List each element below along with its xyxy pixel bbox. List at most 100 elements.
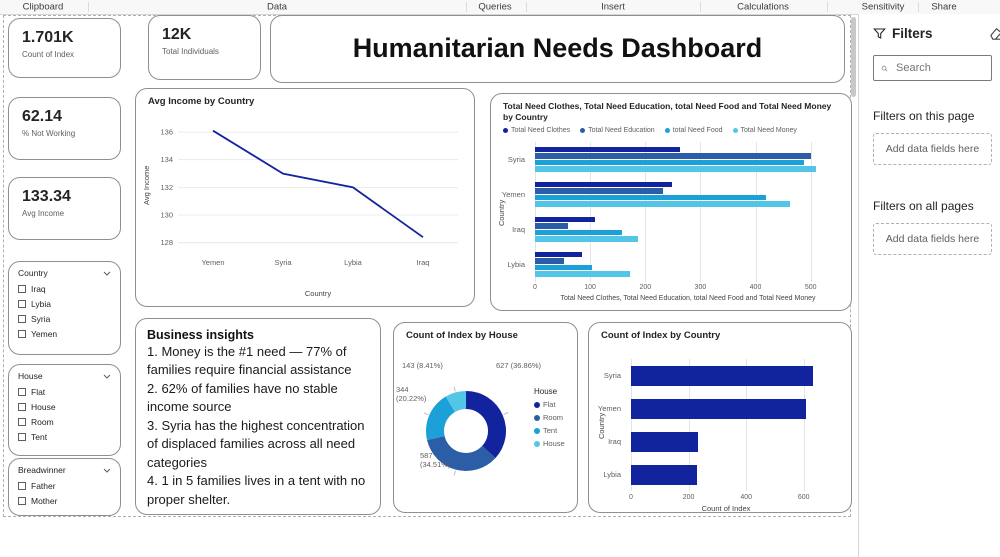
dropzone-this-page[interactable]: Add data fields here bbox=[873, 133, 992, 165]
checkbox-icon[interactable] bbox=[18, 432, 26, 441]
slicer-header[interactable]: Breadwinner bbox=[9, 459, 120, 478]
dashboard-title-card[interactable]: Humanitarian Needs Dashboard bbox=[270, 15, 845, 83]
ribbon-tab-sensitivity[interactable]: Sensitivity bbox=[861, 1, 905, 13]
ribbon-tab-queries[interactable]: Queries bbox=[478, 1, 512, 13]
ribbon-tab-calculations[interactable]: Calculations bbox=[737, 1, 789, 13]
slicer-item-tent[interactable]: Tent bbox=[9, 429, 120, 444]
slicer-item-syria[interactable]: Syria bbox=[9, 311, 120, 326]
checkbox-icon[interactable] bbox=[18, 387, 26, 396]
bar-chart-plot[interactable] bbox=[631, 359, 821, 491]
kpi-card-percent-not-working[interactable]: 62.14 % Not Working bbox=[8, 97, 121, 160]
bar-iraq-series-1[interactable] bbox=[535, 223, 569, 229]
category-label: Iraq bbox=[512, 225, 525, 234]
chevron-down-icon[interactable] bbox=[103, 468, 111, 473]
checkbox-icon[interactable] bbox=[18, 481, 26, 490]
legend-item-flat[interactable]: Flat bbox=[534, 400, 565, 409]
legend-item-tent[interactable]: Tent bbox=[534, 426, 565, 435]
bar-yemen-series-2[interactable] bbox=[535, 194, 766, 201]
slicer-header[interactable]: House bbox=[9, 365, 120, 384]
gridline bbox=[688, 359, 690, 491]
kpi-card-count-of-index[interactable]: 1.701K Count of Index bbox=[8, 18, 121, 78]
line-chart-avg-income-by-country[interactable]: Avg Income by Country Avg Income 128 130 1… bbox=[135, 88, 475, 307]
bar-lybia[interactable] bbox=[631, 464, 698, 485]
ribbon-tab-share[interactable]: Share bbox=[931, 1, 957, 13]
donut-slice-room[interactable] bbox=[427, 435, 496, 472]
donut-data-label: 627 (36.86%) bbox=[496, 361, 542, 370]
bar-lybia-series-0[interactable] bbox=[535, 251, 583, 257]
donut-slice-house[interactable] bbox=[445, 391, 466, 412]
checkbox-icon[interactable] bbox=[18, 417, 26, 426]
chevron-down-icon[interactable] bbox=[103, 374, 111, 379]
bar-chart-count-by-country[interactable]: Count of Index by Country Country Syria Y… bbox=[588, 322, 852, 513]
slicer-item-flat[interactable]: Flat bbox=[9, 384, 120, 399]
checkbox-icon[interactable] bbox=[18, 314, 26, 323]
kpi-card-avg-income[interactable]: 133.34 Avg Income bbox=[8, 177, 121, 240]
bar-iraq-series-0[interactable] bbox=[535, 216, 595, 222]
slicer-breadwinner[interactable]: Breadwinner Father Mother bbox=[8, 458, 121, 516]
search-input[interactable] bbox=[894, 61, 984, 75]
slicer-item-mother[interactable]: Mother bbox=[9, 493, 120, 508]
slicer-item-house[interactable]: House bbox=[9, 399, 120, 414]
donut-chart-count-by-house[interactable]: Count of Index by House 627 (36.86%) 587… bbox=[393, 322, 578, 513]
donut-plot[interactable] bbox=[406, 371, 526, 491]
legend-item[interactable]: Total Need Money bbox=[732, 127, 797, 134]
business-insights-textbox[interactable]: Business insights 1. Money is the #1 nee… bbox=[135, 318, 381, 515]
ribbon-tab-insert[interactable]: Insert bbox=[601, 1, 625, 13]
legend-title: House bbox=[534, 387, 558, 396]
bar-syria-series-2[interactable] bbox=[535, 159, 805, 166]
dropzone-all-pages[interactable]: Add data fields here bbox=[873, 223, 992, 255]
slicer-item-iraq[interactable]: Iraq bbox=[9, 281, 120, 296]
checkbox-icon[interactable] bbox=[18, 284, 26, 293]
line-chart-plot[interactable]: 128 130 132 134 136 Yemen Syria Lybia Iraq bbox=[146, 113, 466, 277]
legend-item-room[interactable]: Room bbox=[534, 413, 565, 422]
bar-lybia-series-1[interactable] bbox=[535, 258, 564, 264]
bar-yemen-series-0[interactable] bbox=[535, 181, 673, 187]
eraser-icon[interactable] bbox=[989, 26, 1000, 41]
legend-item[interactable]: total Need Food bbox=[664, 127, 723, 134]
gridline bbox=[700, 142, 702, 282]
bar-yemen-series-3[interactable] bbox=[535, 201, 790, 207]
checkbox-icon[interactable] bbox=[18, 329, 26, 338]
svg-text:Iraq: Iraq bbox=[417, 258, 430, 267]
bar-iraq-series-2[interactable] bbox=[535, 229, 623, 236]
ribbon-tab-clipboard[interactable]: Clipboard bbox=[22, 1, 64, 13]
bar-yemen[interactable] bbox=[631, 398, 806, 419]
legend-item[interactable]: Total Need Education bbox=[580, 127, 655, 134]
donut-data-label: 344 (20.22%) bbox=[396, 385, 427, 404]
bar-syria-series-0[interactable] bbox=[535, 146, 680, 152]
slicer-header[interactable]: Country bbox=[9, 262, 120, 281]
bar-chart-plot[interactable] bbox=[535, 142, 841, 282]
slicer-country[interactable]: Country Iraq Lybia Syria Yemen bbox=[8, 261, 121, 355]
ribbon-tab-data[interactable]: Data bbox=[266, 1, 288, 13]
category-label: Lybia bbox=[603, 470, 621, 479]
x-tick-label: 0 bbox=[533, 284, 537, 291]
slicer-item-lybia[interactable]: Lybia bbox=[9, 296, 120, 311]
legend-item-house[interactable]: House bbox=[534, 439, 565, 448]
bar-iraq-series-3[interactable] bbox=[535, 236, 638, 242]
canvas-scrollbar[interactable] bbox=[851, 17, 856, 97]
bar-iraq[interactable] bbox=[631, 431, 698, 452]
bar-syria-series-1[interactable] bbox=[535, 153, 811, 159]
checkbox-icon[interactable] bbox=[18, 299, 26, 308]
bar-lybia-series-2[interactable] bbox=[535, 264, 593, 271]
checkbox-icon[interactable] bbox=[18, 402, 26, 411]
bar-yemen-series-1[interactable] bbox=[535, 188, 663, 194]
legend-item[interactable]: Total Need Clothes bbox=[503, 127, 570, 134]
slicer-item-yemen[interactable]: Yemen bbox=[9, 326, 120, 341]
slicer-item-father[interactable]: Father bbox=[9, 478, 120, 493]
filters-search-box[interactable] bbox=[873, 55, 992, 81]
legend-dot-icon bbox=[534, 414, 540, 421]
clustered-bar-chart-needs-by-country[interactable]: Total Need Clothes, Total Need Education… bbox=[490, 93, 852, 311]
kpi-card-total-individuals[interactable]: 12K Total Individuals bbox=[148, 15, 261, 80]
bar-syria[interactable] bbox=[631, 365, 814, 386]
donut-slice-flat[interactable] bbox=[466, 391, 507, 459]
kpi-label: Count of Index bbox=[22, 50, 75, 59]
chevron-down-icon[interactable] bbox=[103, 271, 111, 276]
slicer-item-room[interactable]: Room bbox=[9, 414, 120, 429]
checkbox-icon[interactable] bbox=[18, 496, 26, 505]
slicer-house[interactable]: House Flat House Room Tent bbox=[8, 364, 121, 456]
donut-slice-tent[interactable] bbox=[426, 396, 455, 441]
bar-lybia-series-3[interactable] bbox=[535, 271, 630, 277]
bar-syria-series-3[interactable] bbox=[535, 166, 817, 172]
funnel-icon bbox=[873, 28, 886, 39]
